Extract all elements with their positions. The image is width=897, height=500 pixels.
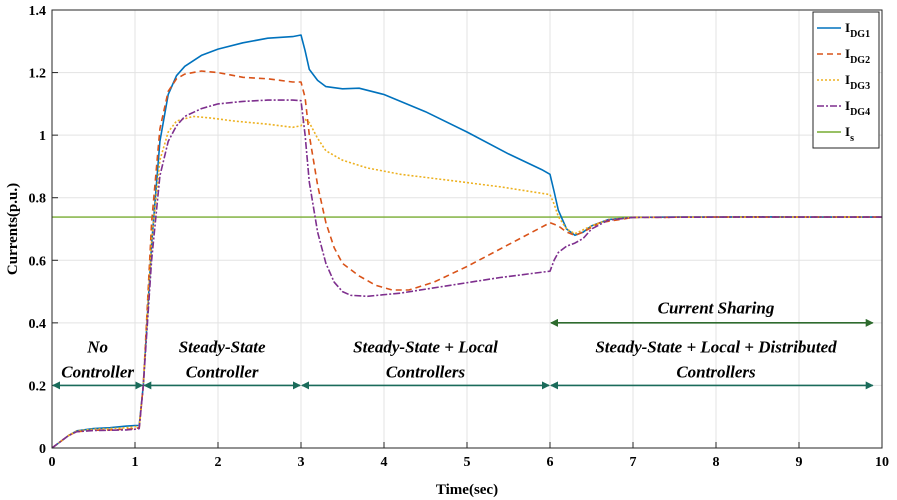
- legend-entry-subscript: DG3: [850, 81, 870, 92]
- x-tick-label: 4: [381, 455, 388, 470]
- legend-entry-name: I: [845, 20, 850, 35]
- legend-entry-subscript: DG2: [850, 55, 870, 66]
- annotation-label: Controller: [186, 363, 259, 382]
- x-tick-labels: 0 1 2 3 4 5 6 7 8 9 10: [49, 455, 890, 470]
- y-axis-label: Currents(p.u.): [5, 183, 21, 275]
- annotation-labels: No Controller Steady-State Controller Steady…: [61, 298, 837, 381]
- x-tick-label: 5: [464, 455, 471, 470]
- y-tick-label: 0: [39, 442, 46, 457]
- annotation-label: Steady-State + Local + Distributed: [595, 338, 837, 357]
- x-axis-label: Time(sec): [436, 482, 498, 498]
- legend-entry: IDG1: [845, 20, 870, 40]
- y-tick-label: 0.8: [29, 192, 47, 207]
- y-tick-label: 0.2: [29, 379, 47, 394]
- plot-frame: [51, 9, 883, 449]
- y-tick-labels: 0 0.2 0.4 0.6 0.8 1 1.2 1.4: [29, 4, 47, 457]
- legend-entry-name: I: [845, 46, 850, 61]
- y-tick-label: 1: [39, 129, 46, 144]
- legend-entry: Is: [845, 124, 854, 144]
- x-tick-label: 7: [630, 455, 637, 470]
- y-tick-label: 1.4: [29, 4, 47, 19]
- legend-entry-name: I: [845, 72, 850, 87]
- x-tick-label: 0: [49, 455, 56, 470]
- annotation-label: Current Sharing: [658, 298, 775, 317]
- y-tick-label: 0.4: [29, 317, 47, 332]
- grid-lines: [51, 9, 883, 449]
- legend-entry-subscript: DG1: [850, 29, 870, 40]
- annotation-label: Steady-State: [179, 338, 266, 357]
- legend-entry: IDG2: [845, 46, 870, 66]
- x-tick-label: 6: [547, 455, 554, 470]
- x-tick-label: 3: [298, 455, 305, 470]
- legend-entry: IDG3: [845, 72, 870, 92]
- annotation-arrows: [52, 318, 874, 390]
- x-tick-label: 1: [132, 455, 139, 470]
- legend-box: [812, 11, 880, 149]
- legend-entry: IDG4: [845, 98, 870, 118]
- legend-entry-subscript: s: [850, 133, 854, 144]
- series-group: [51, 34, 882, 449]
- x-tick-label: 2: [215, 455, 222, 470]
- y-tick-label: 0.6: [29, 254, 47, 269]
- annotation-label: Controllers: [676, 363, 756, 382]
- annotation-label: Controllers: [386, 363, 466, 382]
- x-tick-label: 10: [875, 455, 889, 470]
- annotation-label: Controller: [61, 363, 134, 382]
- legend-entry-name: I: [845, 124, 850, 139]
- series-line-dg4: [51, 99, 882, 449]
- x-tick-label: 9: [796, 455, 803, 470]
- y-tick-label: 1.2: [29, 67, 47, 82]
- legend-entry-subscript: DG4: [850, 107, 870, 118]
- annotation-label: Steady-State + Local: [353, 338, 498, 357]
- x-tick-label: 8: [713, 455, 720, 470]
- legend-entry-name: I: [845, 98, 850, 113]
- annotation-label: No: [86, 338, 108, 357]
